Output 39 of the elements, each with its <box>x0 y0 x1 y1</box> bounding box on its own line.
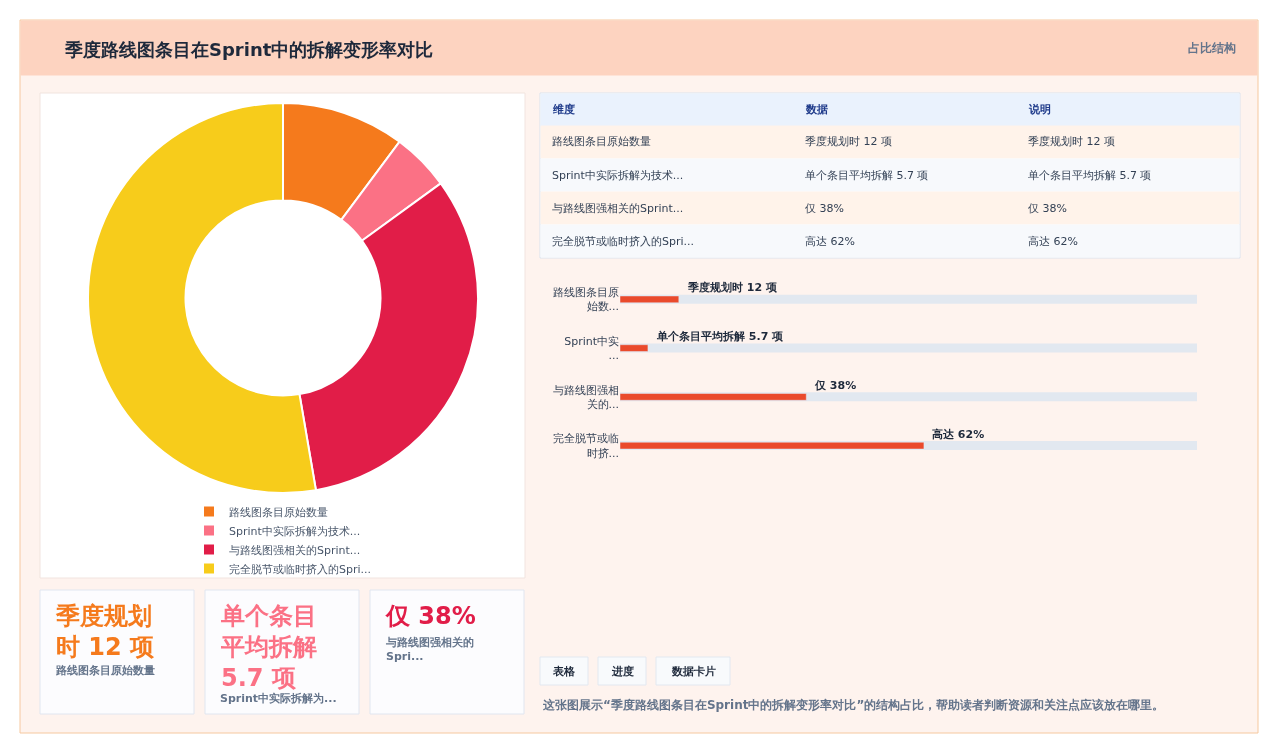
text: 这张图展示“季度路线图条目在Sprint中的拆解变形率对比”的结构占比，帮助读者判断资源和关注点应该放在哪里。 <box>542 698 1165 712</box>
text: 单个条目平均拆解 5.7 项 <box>1028 169 1152 182</box>
text: 说明 <box>1028 103 1051 116</box>
y-tick-label: 与路线图强相关的... <box>553 383 619 411</box>
text: 维度 <box>552 103 575 116</box>
data-label: 仅 38% <box>814 379 857 392</box>
text: 进度 <box>611 665 634 678</box>
text: 高达 62% <box>1028 235 1078 248</box>
text: 完全脱节或临时挤入的Spri... <box>552 235 695 248</box>
text: 路线图条目原始数量 <box>55 664 155 677</box>
data-label: 单个条目平均拆解 5.7 项 <box>656 330 785 343</box>
text: 占比结构 <box>1188 41 1236 55</box>
text: 数据卡片 <box>671 665 716 678</box>
text: 单个条目平均拆解 5.7 项 <box>220 602 317 693</box>
text: 单个条目平均拆解 5.7 项 <box>805 169 929 182</box>
text: 仅 38% <box>805 202 844 215</box>
text: 表格 <box>552 665 576 678</box>
legend-label: 与路线图强相关的Sprint... <box>229 543 361 557</box>
text: 季度规划时 12 项 <box>55 602 155 662</box>
y-tick-label: Sprint中实... <box>564 334 619 363</box>
text: 季度路线图条目在Sprint中的拆解变形率对比 <box>64 39 434 60</box>
text: 路线图条目原始数量 <box>552 135 651 148</box>
text: 与路线图强相关的Spri... <box>385 636 474 664</box>
text: Sprint中实际拆解为... <box>220 692 337 705</box>
text: Sprint中实际拆解为技术... <box>552 169 684 182</box>
slice-label: 与路线图强相关的Sprint... <box>552 202 684 215</box>
text: 仅 38% <box>1028 202 1067 215</box>
y-tick-label: 完全脱节或临时挤... <box>553 432 619 460</box>
legend-label: 路线图条目原始数量 <box>229 505 328 519</box>
text: 季度规划时 12 项 <box>1028 135 1115 148</box>
data-label: 高达 62% <box>932 428 985 441</box>
legend-label: Sprint中实际拆解为技术... <box>229 524 361 538</box>
text: 数据 <box>805 103 828 116</box>
text: 季度规划时 12 项 <box>805 135 892 148</box>
legend-label: 完全脱节或临时挤入的Spri... <box>229 562 372 576</box>
text: 仅 38% <box>385 602 476 630</box>
y-tick-label: 路线图条目原始数... <box>553 286 619 314</box>
data-label: 季度规划时 12 项 <box>687 281 778 294</box>
text: 高达 62% <box>805 235 855 248</box>
